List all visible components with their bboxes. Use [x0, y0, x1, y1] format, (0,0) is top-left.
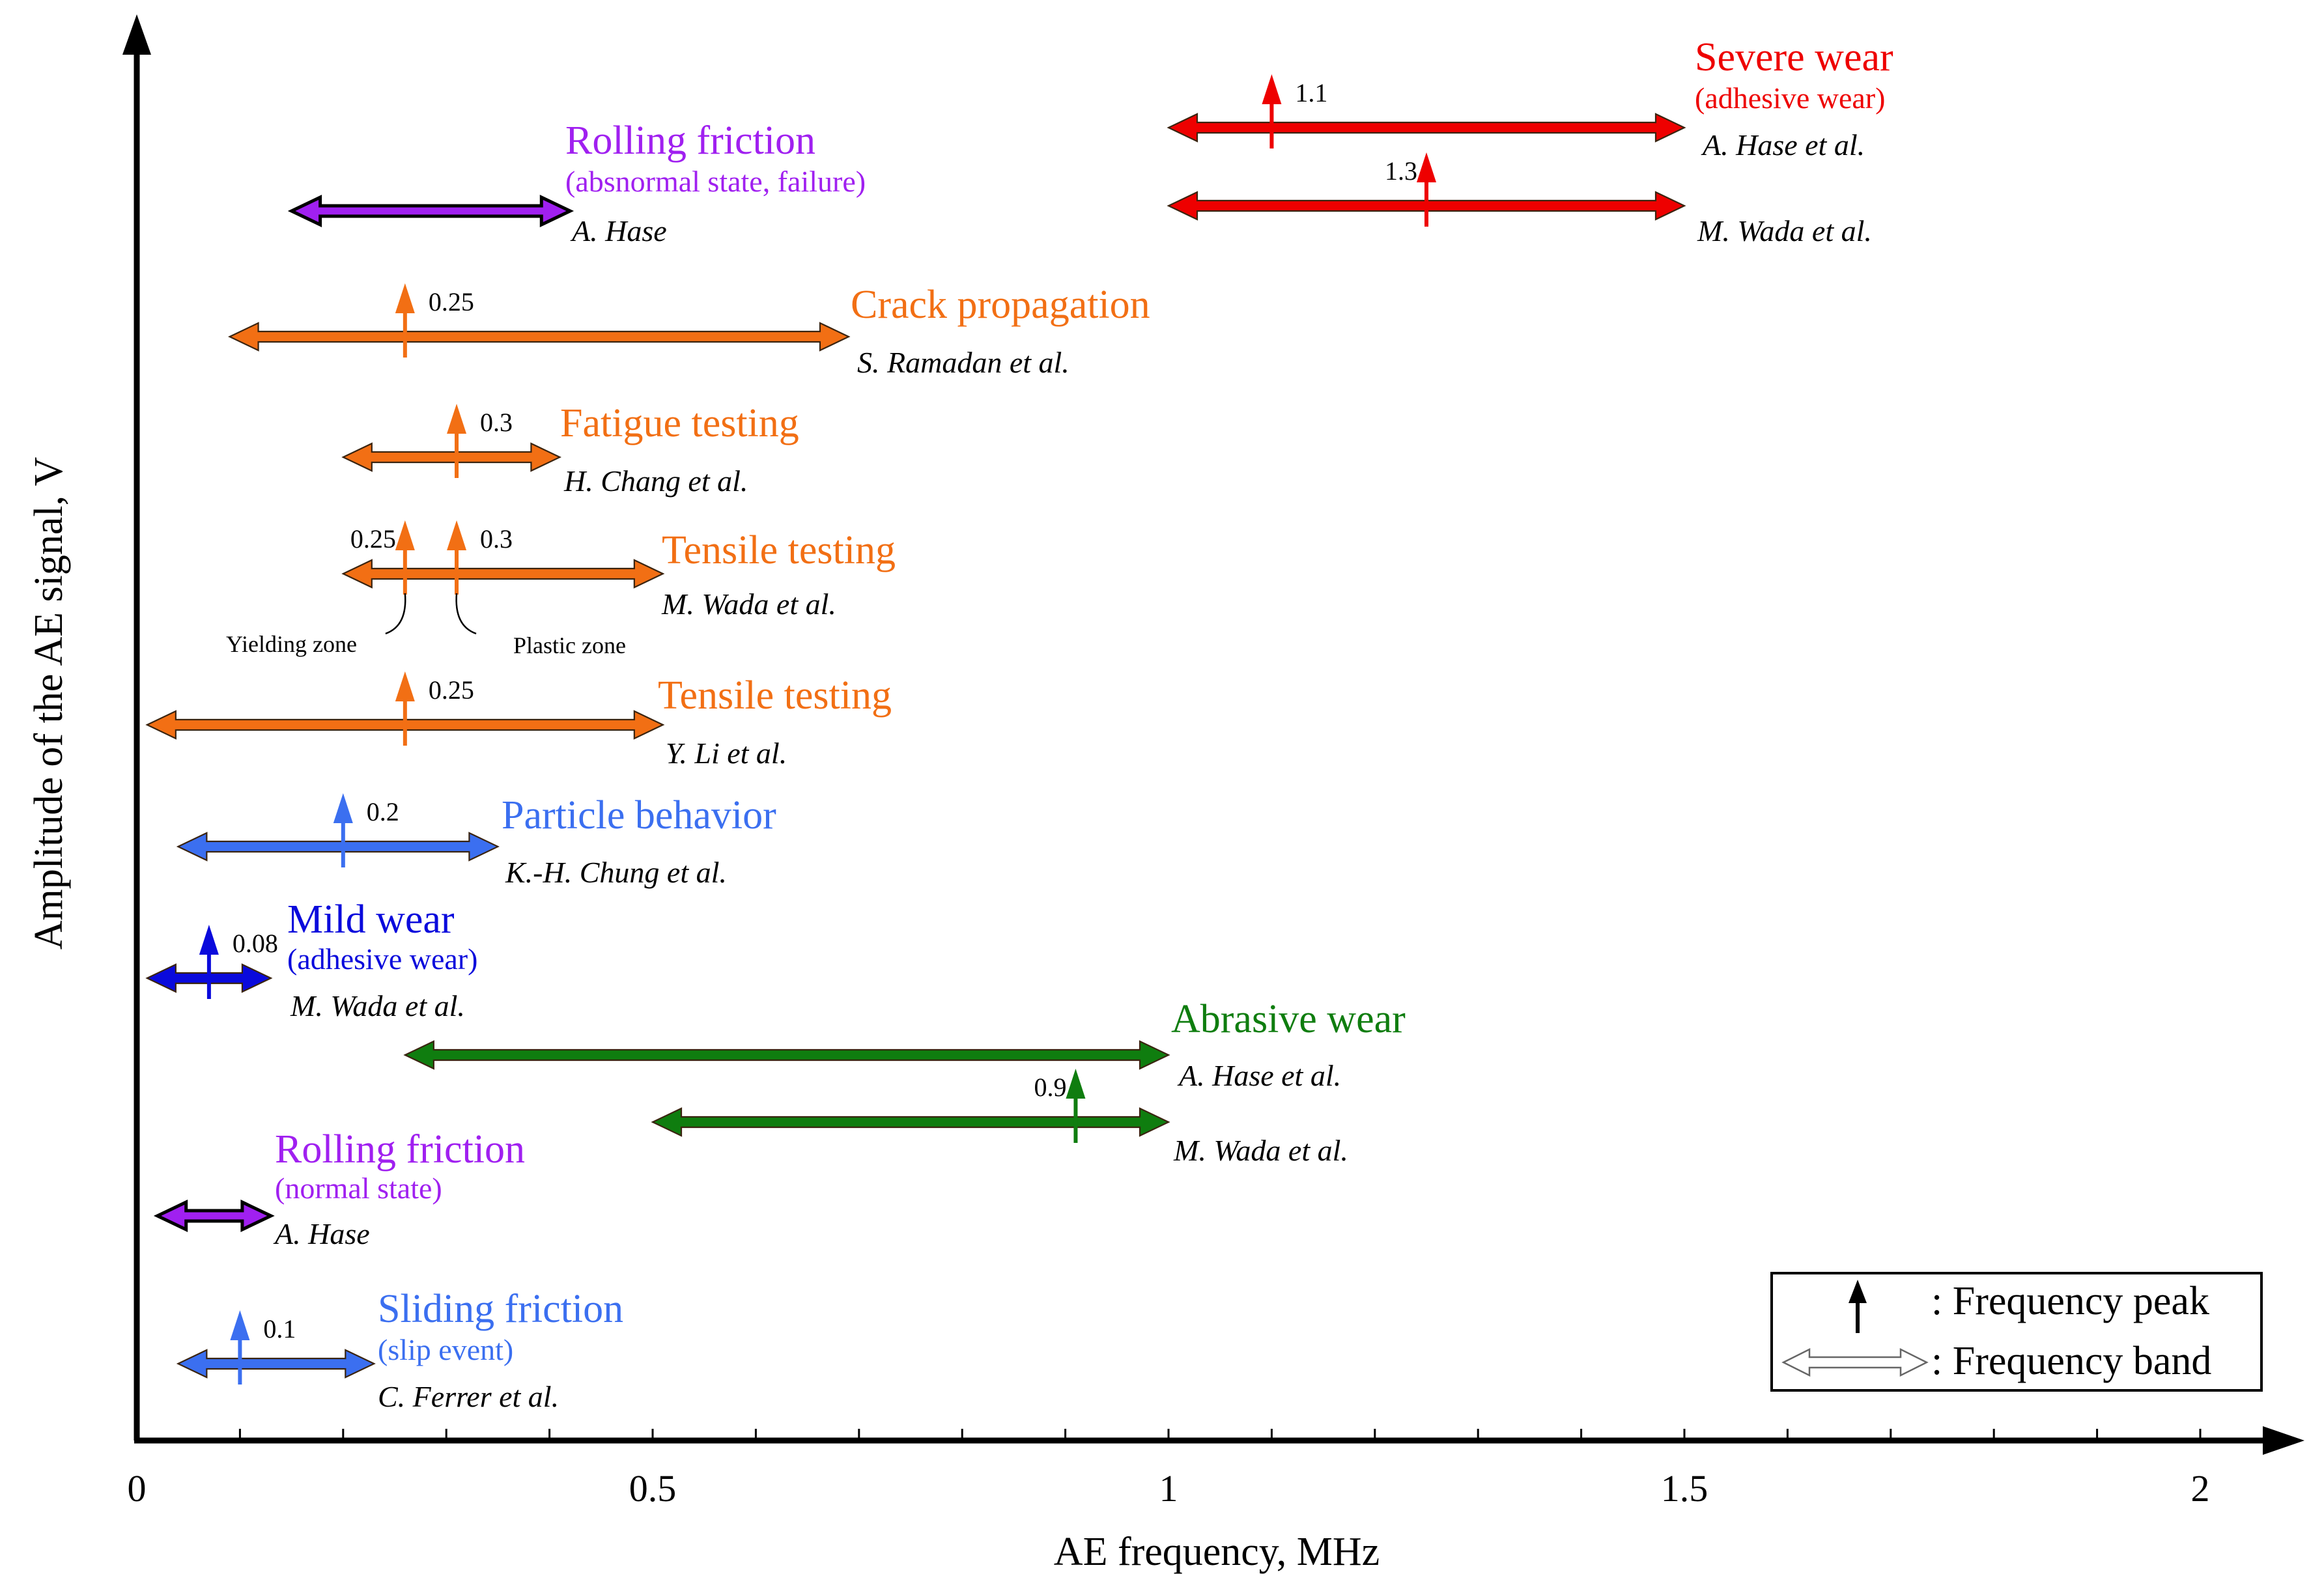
x-tick-label: 1.5 [1661, 1467, 1708, 1510]
peak-arrowhead [333, 793, 353, 823]
peak-arrowhead [199, 925, 219, 955]
band-subtitle: (absnormal state, failure) [565, 165, 866, 198]
x-tick-label: 0.5 [629, 1467, 677, 1510]
band-title: Crack propagation [851, 283, 1150, 327]
band-author: M. Wada et al. [1697, 214, 1872, 247]
band-group-sliding-friction: 0.1 Sliding friction(slip event) C. Ferrer… [176, 1287, 623, 1413]
band-title: Sliding friction [378, 1287, 623, 1331]
peak-arrowhead [395, 520, 415, 550]
band-author: K.-H. Chung et al. [505, 856, 727, 889]
peak-value-label: 0.08 [233, 929, 278, 958]
band-author: C. Ferrer et al. [378, 1380, 559, 1413]
x-axis-label: AE frequency, MHz [1054, 1530, 1380, 1574]
legend-band-arrow-icon [1781, 1347, 1929, 1377]
peak-value-label: 0.9 [1034, 1073, 1066, 1102]
band-author: S. Ramadan et al. [857, 346, 1070, 379]
band-author: A. Hase et al. [1177, 1059, 1341, 1092]
band-title: Particle behavior [502, 793, 776, 837]
peak-value-label: 0.3 [480, 408, 513, 437]
band-author: A. Hase et al. [1701, 128, 1865, 162]
peak-value-label: 0.25 [429, 287, 474, 316]
zone-label: Plastic zone [513, 632, 626, 658]
x-axis-arrowhead [2263, 1426, 2304, 1455]
frequency-band-arrow [228, 322, 851, 352]
peak-value-label: 1.3 [1385, 156, 1417, 186]
band-group-rolling-friction-normal: Rolling friction(normal state) A. Hase [153, 1127, 525, 1250]
band-subtitle: (adhesive wear) [287, 942, 477, 976]
frequency-band-arrow [176, 832, 500, 862]
peak-arrowhead [1066, 1069, 1086, 1099]
band-author: A. Hase [570, 214, 667, 247]
peak-value-label: 0.3 [480, 524, 513, 554]
band-subtitle: (adhesive wear) [1695, 81, 1885, 115]
legend-peak-arrow-icon [1849, 1280, 1867, 1333]
peak-arrowhead [447, 404, 467, 434]
band-author: A. Hase [273, 1217, 370, 1250]
x-tick-label: 1 [1159, 1467, 1178, 1510]
band-author: M. Wada et al. [661, 587, 836, 621]
band-group-tensile-testing-wada: 0.25 0.3 Tensile testing M. Wada et al. Yiel… [226, 520, 896, 658]
frequency-band-arrow [341, 559, 665, 589]
band-group-rolling-friction-abnormal: Rolling friction(absnormal state, failur… [287, 119, 866, 247]
peak-arrowhead [395, 671, 415, 701]
band-title: Tensile testing [662, 528, 896, 572]
zone-callout [455, 593, 477, 635]
band-group-fatigue-testing: 0.3 Fatigue testing H. Chang et al. [341, 401, 799, 498]
legend-peak-label: : Frequency peak [1931, 1279, 2209, 1323]
band-title: Rolling friction [275, 1127, 525, 1172]
peak-arrowhead [447, 520, 467, 550]
peak-arrowhead [1417, 152, 1436, 182]
frequency-band-arrow [153, 1200, 275, 1232]
peak-value-label: 0.2 [367, 797, 399, 826]
band-title: Rolling friction [565, 119, 815, 163]
frequency-band-arrow [1167, 113, 1686, 143]
band-title: Fatigue testing [560, 401, 799, 445]
band-author: M. Wada et al. [290, 989, 465, 1022]
x-tick-label: 2 [2191, 1467, 2210, 1510]
band-group-particle-behavior: 0.2 Particle behavior K.-H. Chung et al. [176, 793, 776, 889]
x-tick-label: 0 [128, 1467, 147, 1510]
band-title: Abrasive wear [1171, 997, 1406, 1041]
band-author: Y. Li et al. [666, 737, 787, 770]
peak-value-label: 0.1 [263, 1314, 296, 1343]
band-group-tensile-testing-li: 0.25 Tensile testing Y. Li et al. [145, 671, 892, 770]
zone-label: Yielding zone [226, 631, 357, 657]
frequency-band-arrow [651, 1107, 1170, 1137]
zone-callout [385, 593, 406, 635]
band-author: M. Wada et al. [1173, 1134, 1348, 1167]
frequency-band-arrow [287, 195, 574, 227]
band-author: H. Chang et al. [563, 464, 748, 498]
legend-band-label: : Frequency band [1931, 1339, 2211, 1383]
band-title: Severe wear [1695, 35, 1893, 79]
y-axis-label: Amplitude of the AE signal, V [27, 457, 71, 950]
peak-value-label: 1.1 [1295, 78, 1327, 107]
legend: : Frequency peak : Frequency band [1770, 1272, 2263, 1392]
band-title: Tensile testing [658, 673, 892, 718]
peak-arrowhead [1262, 74, 1282, 104]
band-group-mild-wear: 0.08 Mild wear(adhesive wear) M. Wada et a… [145, 897, 477, 1022]
frequency-band-arrow [176, 1349, 376, 1379]
frequency-band-arrow [341, 442, 561, 472]
band-group-abrasive-wear: 0.9 Abrasive wear A. Hase et al. M. Wada et… [403, 997, 1406, 1167]
band-title: Mild wear [287, 897, 455, 942]
band-subtitle: (slip event) [378, 1333, 513, 1366]
y-axis-arrowhead [122, 14, 151, 55]
peak-value-label: 0.25 [429, 675, 474, 705]
band-group-severe-wear: 1.1 1.3 Severe wear(adhesive wear) A. Hase … [1167, 35, 1893, 247]
peak-arrowhead [230, 1310, 250, 1340]
frequency-band-arrow [403, 1040, 1170, 1070]
band-subtitle: (normal state) [275, 1172, 442, 1205]
band-group-crack-propagation: 0.25 Crack propagation S. Ramadan et al. [228, 283, 1150, 379]
peak-arrowhead [395, 283, 415, 313]
peak-value-label: 0.25 [350, 524, 396, 554]
x-axis-ticks: 0 0.5 1 1.5 2 [128, 1429, 2210, 1510]
